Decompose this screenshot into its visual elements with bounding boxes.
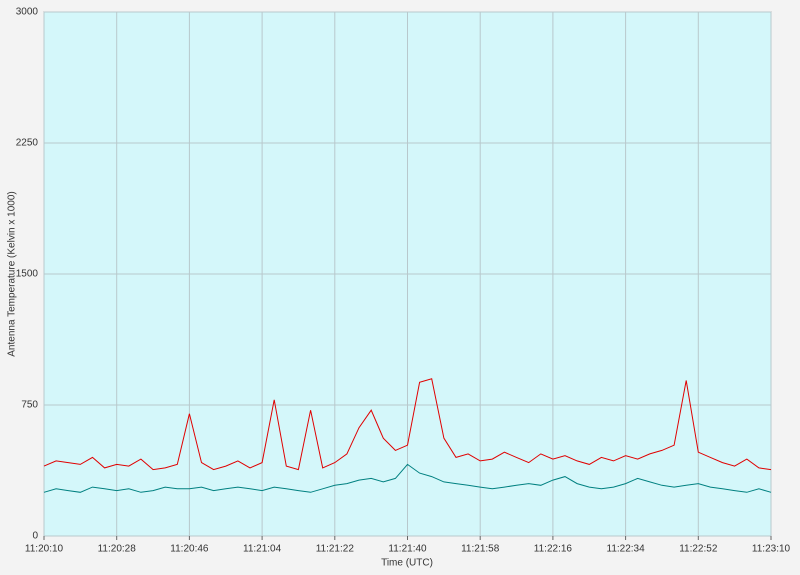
x-tick-label: 11:20:46 bbox=[170, 544, 209, 555]
x-tick-label: 11:20:28 bbox=[98, 544, 137, 555]
series-line bbox=[43, 378, 772, 471]
y-tick-label: 0 bbox=[32, 531, 38, 542]
x-tick-label: 11:21:40 bbox=[388, 544, 427, 555]
x-tick-label: 11:21:04 bbox=[243, 544, 282, 555]
x-tick-label: 11:22:52 bbox=[679, 544, 718, 555]
x-axis-label: Time (UTC) bbox=[381, 558, 433, 569]
x-tick-label: 11:21:22 bbox=[316, 544, 355, 555]
y-axis-label: Antenna Temperature (Kelvin x 1000) bbox=[7, 191, 18, 356]
y-tick-label: 3000 bbox=[16, 7, 39, 18]
series-line bbox=[43, 463, 772, 493]
x-tick-label: 11:22:34 bbox=[607, 544, 646, 555]
x-tick-label: 11:23:10 bbox=[752, 544, 791, 555]
x-tick-label: 11:21:58 bbox=[461, 544, 500, 555]
x-tick-label: 11:20:10 bbox=[25, 544, 64, 555]
y-tick-label: 750 bbox=[21, 400, 38, 411]
y-tick-label: 1500 bbox=[16, 269, 39, 280]
x-tick-label: 11:22:16 bbox=[534, 544, 573, 555]
y-tick-label: 2250 bbox=[16, 138, 39, 149]
